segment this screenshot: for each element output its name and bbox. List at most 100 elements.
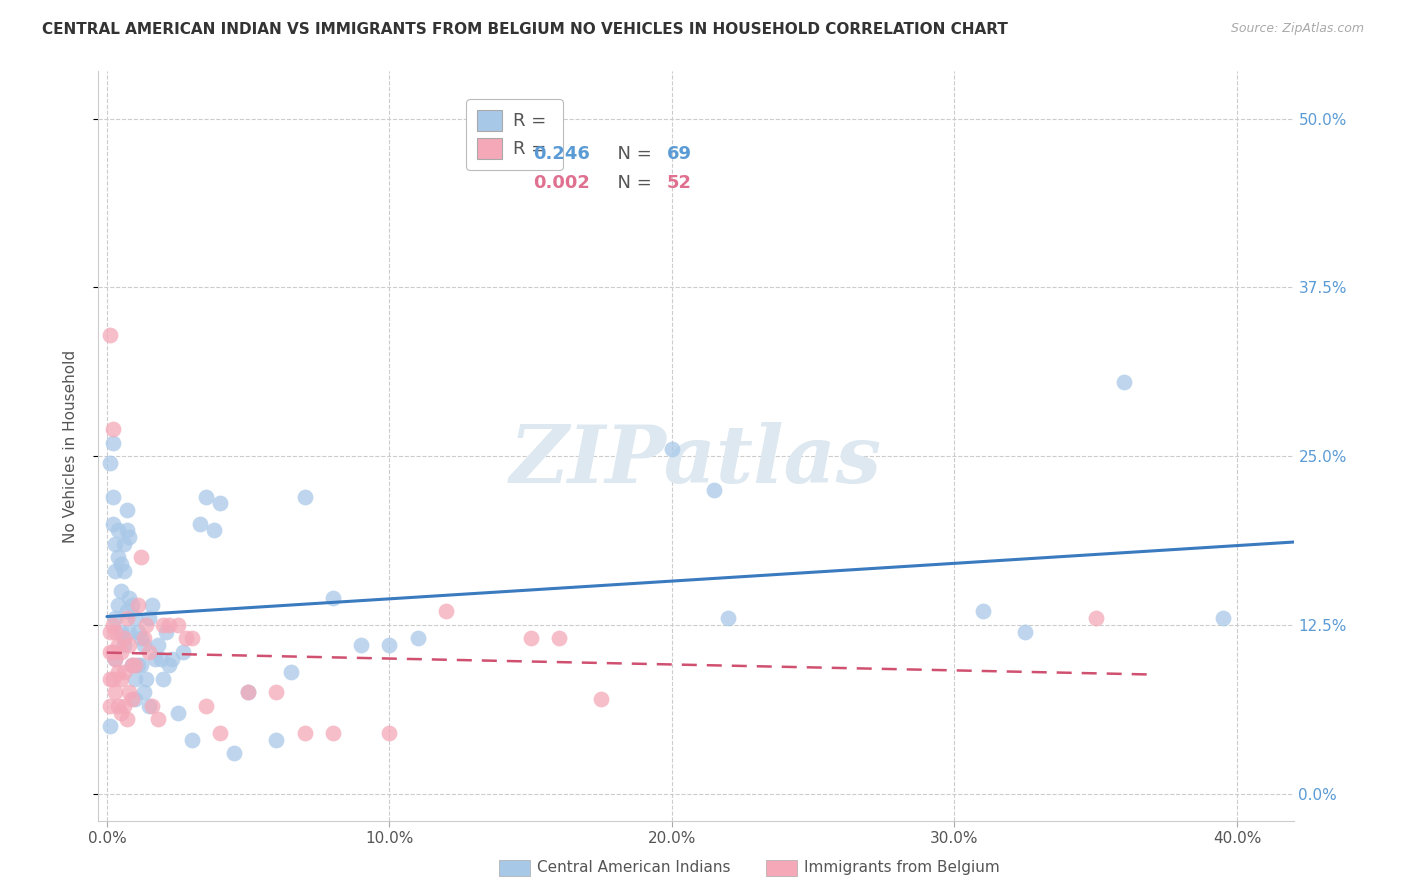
Point bbox=[141, 598, 163, 612]
Point bbox=[110, 584, 132, 599]
Point bbox=[194, 490, 217, 504]
Point bbox=[174, 632, 197, 646]
Point bbox=[172, 645, 194, 659]
Point bbox=[143, 651, 166, 665]
Text: 52: 52 bbox=[666, 174, 692, 192]
Point bbox=[127, 598, 149, 612]
Point bbox=[294, 490, 316, 504]
Text: Source: ZipAtlas.com: Source: ZipAtlas.com bbox=[1230, 22, 1364, 36]
Point bbox=[112, 564, 135, 578]
Legend: R = , R = : R = , R = bbox=[465, 99, 562, 169]
Point bbox=[101, 618, 124, 632]
Point bbox=[98, 672, 121, 686]
Point bbox=[160, 651, 183, 665]
Y-axis label: No Vehicles in Household: No Vehicles in Household bbox=[63, 350, 77, 542]
Text: ZIPatlas: ZIPatlas bbox=[510, 422, 882, 500]
Point bbox=[107, 598, 129, 612]
Point bbox=[104, 624, 127, 639]
Point bbox=[104, 651, 127, 665]
Point bbox=[180, 732, 202, 747]
Point bbox=[115, 611, 138, 625]
Point bbox=[703, 483, 725, 497]
Point bbox=[112, 632, 135, 646]
Point bbox=[378, 638, 401, 652]
Point bbox=[110, 672, 132, 686]
Point bbox=[112, 698, 135, 713]
Point bbox=[972, 604, 994, 618]
Point bbox=[118, 638, 141, 652]
Point bbox=[519, 632, 541, 646]
Point bbox=[107, 550, 129, 565]
Point bbox=[138, 645, 160, 659]
Point bbox=[110, 557, 132, 571]
Point bbox=[188, 516, 211, 531]
Point bbox=[115, 604, 138, 618]
Point bbox=[717, 611, 740, 625]
Point bbox=[202, 524, 225, 538]
Point bbox=[350, 638, 373, 652]
Point bbox=[118, 591, 141, 605]
Point bbox=[104, 611, 127, 625]
Point bbox=[135, 672, 157, 686]
Point bbox=[208, 726, 231, 740]
Point bbox=[280, 665, 302, 680]
Point bbox=[107, 698, 129, 713]
Point bbox=[127, 624, 149, 639]
Point bbox=[152, 672, 174, 686]
Point bbox=[115, 712, 138, 726]
Point bbox=[208, 496, 231, 510]
Point bbox=[180, 632, 202, 646]
Point bbox=[101, 435, 124, 450]
Point bbox=[110, 624, 132, 639]
Point bbox=[101, 422, 124, 436]
Text: N =: N = bbox=[606, 174, 658, 192]
Point bbox=[661, 442, 683, 457]
Point bbox=[118, 530, 141, 544]
Point bbox=[266, 732, 288, 747]
Point bbox=[138, 698, 160, 713]
Point bbox=[138, 611, 160, 625]
Point bbox=[115, 524, 138, 538]
Point bbox=[146, 712, 169, 726]
Point bbox=[121, 658, 143, 673]
Point bbox=[101, 516, 124, 531]
Point bbox=[1112, 375, 1135, 389]
Point bbox=[98, 645, 121, 659]
Point bbox=[1014, 624, 1036, 639]
Point bbox=[152, 618, 174, 632]
Point bbox=[1212, 611, 1234, 625]
Point bbox=[1084, 611, 1107, 625]
Text: Central American Indians: Central American Indians bbox=[537, 861, 731, 875]
Point bbox=[166, 706, 188, 720]
Point bbox=[238, 685, 260, 699]
Point bbox=[104, 651, 127, 665]
Point bbox=[118, 685, 141, 699]
Text: 0.246: 0.246 bbox=[533, 145, 591, 163]
Point bbox=[110, 645, 132, 659]
Point bbox=[98, 698, 121, 713]
Point bbox=[121, 658, 143, 673]
Point bbox=[124, 692, 146, 706]
Point bbox=[115, 503, 138, 517]
Point bbox=[194, 698, 217, 713]
Text: 69: 69 bbox=[666, 145, 692, 163]
Point bbox=[127, 658, 149, 673]
Point bbox=[322, 726, 344, 740]
Point bbox=[124, 611, 146, 625]
Text: 0.002: 0.002 bbox=[533, 174, 591, 192]
Point bbox=[104, 537, 127, 551]
Point bbox=[104, 564, 127, 578]
Point bbox=[155, 624, 177, 639]
Point bbox=[294, 726, 316, 740]
Point bbox=[141, 698, 163, 713]
Point bbox=[548, 632, 571, 646]
Point bbox=[107, 638, 129, 652]
Point bbox=[112, 638, 135, 652]
Point bbox=[121, 598, 143, 612]
Point bbox=[129, 658, 152, 673]
Point bbox=[157, 618, 180, 632]
Point bbox=[135, 618, 157, 632]
Point bbox=[132, 685, 155, 699]
Point bbox=[238, 685, 260, 699]
Point bbox=[132, 632, 155, 646]
